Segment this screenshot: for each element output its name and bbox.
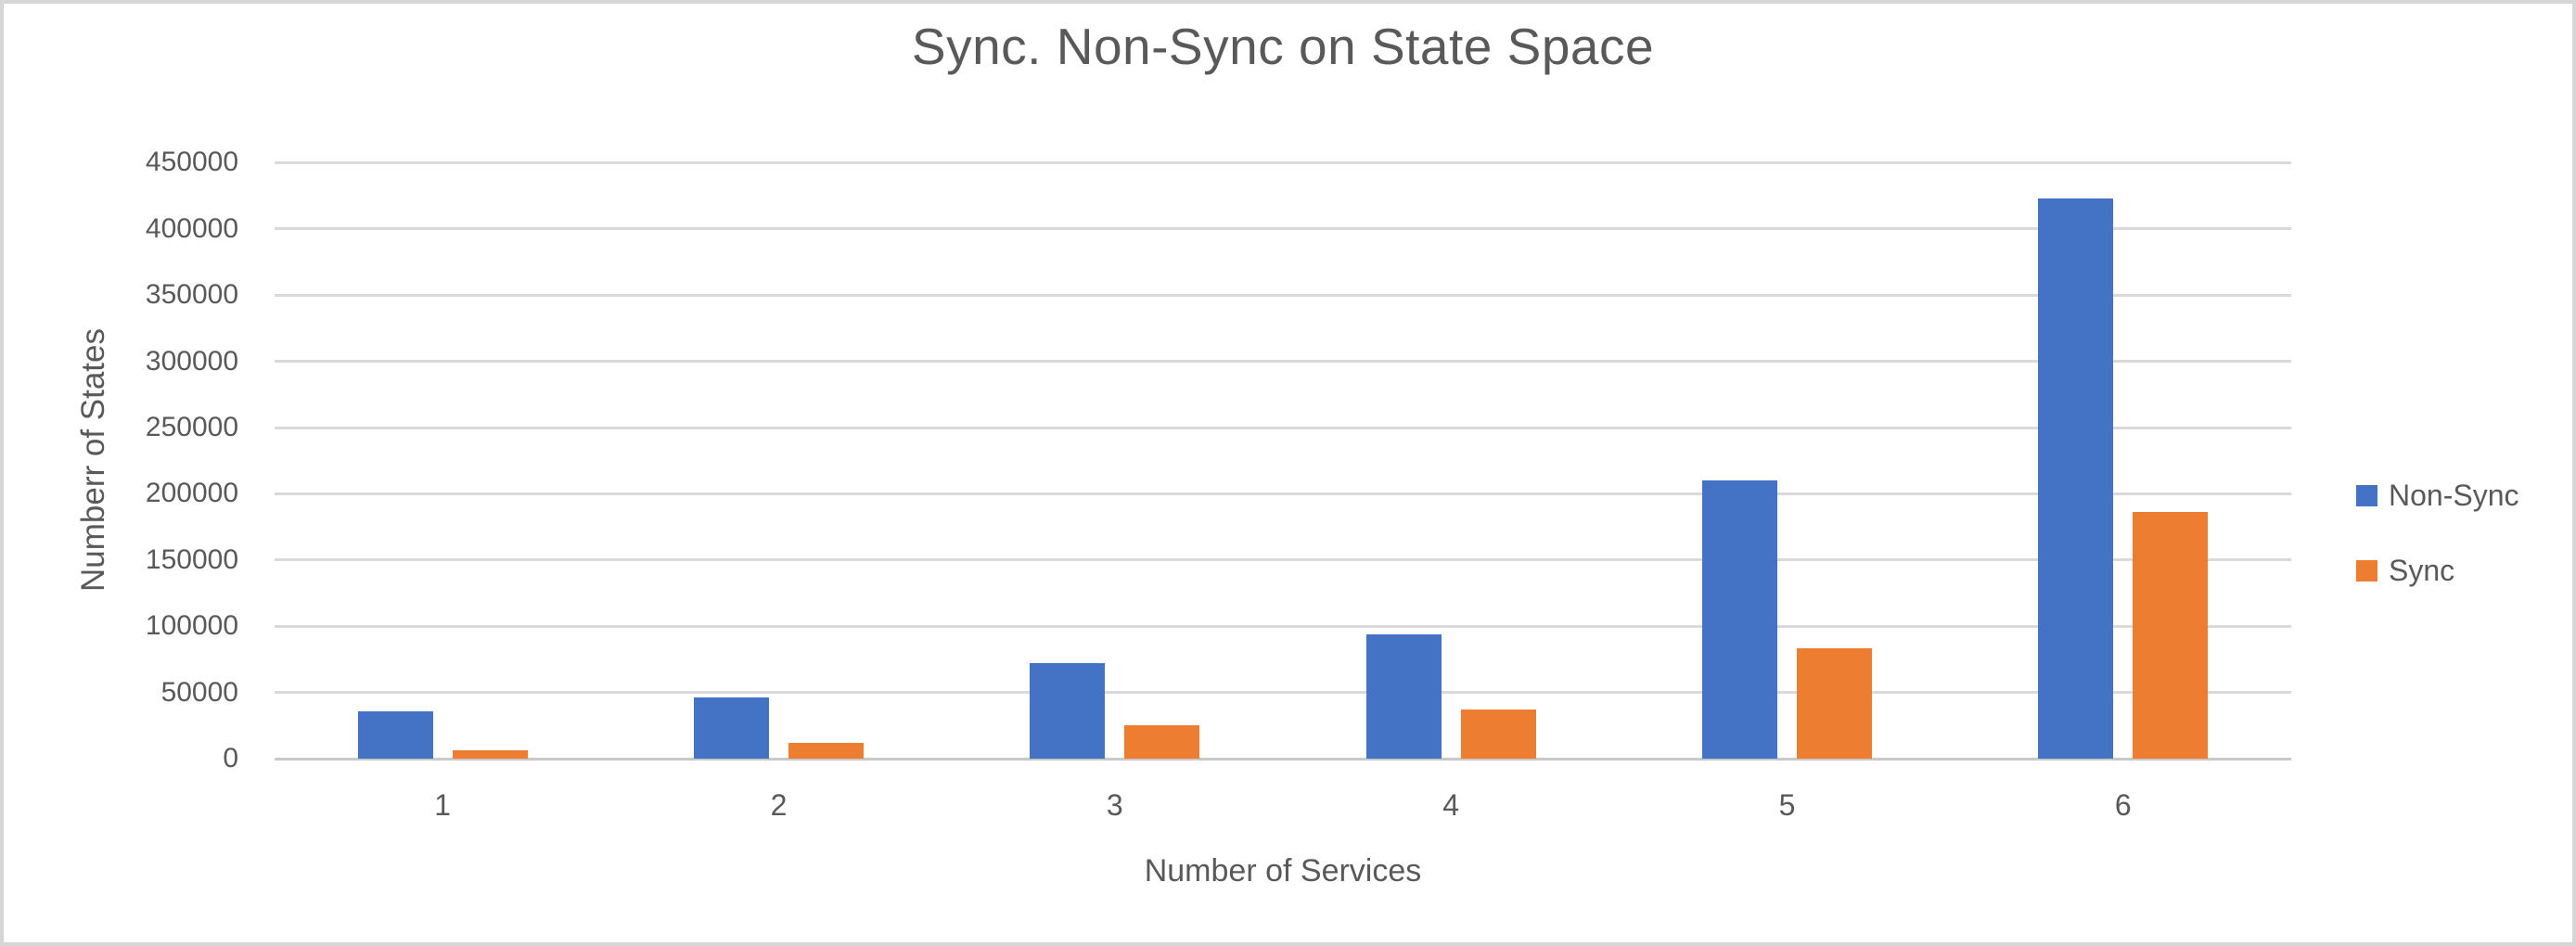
gridline (275, 293, 2291, 297)
x-tick-label: 1 (434, 788, 452, 822)
y-tick-label: 450000 (145, 147, 238, 178)
gridline (275, 160, 2291, 164)
legend: Non-Sync Sync (2356, 479, 2519, 588)
y-tick-label: 150000 (145, 543, 238, 575)
x-axis-line (275, 757, 2291, 761)
legend-label: Non-Sync (2389, 479, 2519, 512)
x-axis-title: Number of Services (1144, 853, 1422, 888)
x-tick-label: 2 (770, 788, 788, 822)
y-tick-label: 100000 (145, 610, 238, 642)
x-tick-label: 6 (2114, 788, 2132, 822)
gridline (275, 691, 2291, 695)
gridline (275, 492, 2291, 495)
legend-label: Sync (2389, 554, 2455, 587)
bar-sync-cat-6 (2133, 512, 2209, 759)
legend-item-non-sync: Non-Sync (2356, 479, 2519, 513)
y-tick-label: 300000 (145, 345, 238, 377)
bar-sync-cat-4 (1460, 710, 1536, 759)
gridline (275, 227, 2291, 231)
x-tick-label: 4 (1442, 788, 1460, 822)
bar-non-sync-cat-6 (2038, 198, 2114, 759)
legend-item-sync: Sync (2356, 554, 2519, 588)
bar-sync-cat-1 (452, 750, 528, 759)
y-tick-label: 200000 (145, 478, 238, 509)
bar-sync-cat-2 (788, 742, 864, 759)
y-tick-label: 400000 (145, 212, 238, 244)
bar-non-sync-cat-4 (1365, 633, 1442, 759)
bar-non-sync-cat-5 (1702, 480, 1777, 759)
y-tick-label: 0 (223, 743, 238, 773)
chart-title: Sync. Non-Sync on State Space (911, 18, 1655, 75)
legend-swatch-icon (2356, 485, 2377, 506)
bar-non-sync-cat-2 (694, 697, 769, 759)
plot-area: 0 50000 100000 150000 200000 250000 300000 3500… (4, 4, 2572, 942)
y-tick-label: 250000 (145, 412, 238, 442)
gridline (275, 558, 2291, 562)
bar-non-sync-cat-3 (1030, 663, 1106, 759)
gridline (275, 360, 2291, 364)
gridline (275, 624, 2291, 628)
y-tick-label: 50000 (160, 676, 238, 708)
gridline (275, 426, 2291, 429)
legend-swatch-icon (2356, 560, 2377, 582)
bar-sync-cat-5 (1797, 648, 1872, 759)
bar-sync-cat-3 (1124, 725, 1200, 759)
x-tick-label: 5 (1778, 788, 1796, 822)
y-tick-label: 350000 (145, 279, 238, 311)
x-tick-label: 3 (1106, 788, 1123, 822)
bar-non-sync-cat-1 (357, 710, 433, 759)
